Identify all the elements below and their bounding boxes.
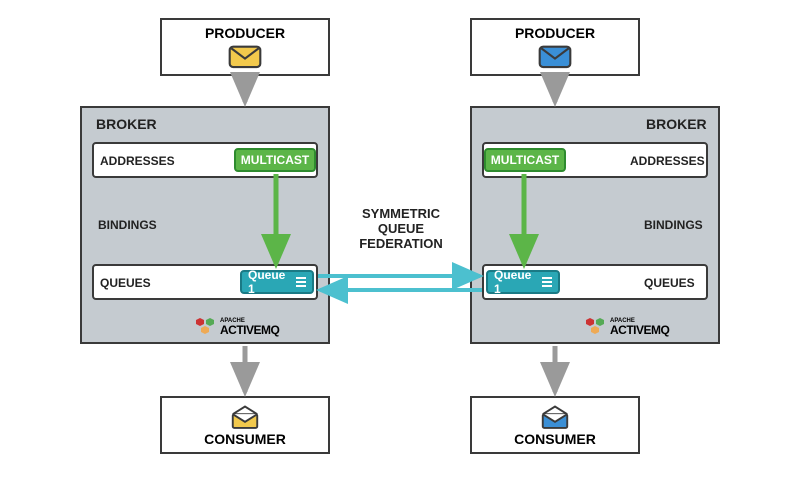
envelope-open-icon bbox=[538, 405, 572, 431]
activemq-logo-right: APACHE ACTIVEMQ bbox=[584, 316, 669, 338]
queue-lines-icon bbox=[296, 277, 306, 287]
queue-label-left: Queue 1 bbox=[248, 268, 292, 296]
multicast-label-left: MULTICAST bbox=[241, 153, 309, 167]
bindings-label-left: BINDINGS bbox=[98, 218, 157, 232]
consumer-box-right: CONSUMER bbox=[470, 396, 640, 454]
consumer-title-right: CONSUMER bbox=[514, 431, 596, 447]
queue-lines-icon bbox=[542, 277, 552, 287]
envelope-open-icon bbox=[228, 405, 262, 431]
queue-label-right: Queue 1 bbox=[494, 268, 538, 296]
consumer-title-left: CONSUMER bbox=[204, 431, 286, 447]
broker-title-left: BROKER bbox=[96, 116, 157, 132]
bindings-label-right: BINDINGS bbox=[644, 218, 703, 232]
logo-big-right: ACTIVEMQ bbox=[610, 324, 669, 336]
broker-title-right: BROKER bbox=[646, 116, 707, 132]
consumer-box-left: CONSUMER bbox=[160, 396, 330, 454]
logo-big-left: ACTIVEMQ bbox=[220, 324, 279, 336]
producer-title-left: PRODUCER bbox=[205, 25, 285, 41]
activemq-logo-left: APACHE ACTIVEMQ bbox=[194, 316, 279, 338]
federation-label: SYMMETRIC QUEUE FEDERATION bbox=[356, 206, 446, 251]
addresses-label-left: ADDRESSES bbox=[100, 154, 175, 168]
hex-icon bbox=[194, 316, 218, 338]
envelope-icon bbox=[228, 43, 262, 69]
hex-icon bbox=[584, 316, 608, 338]
producer-box-right: PRODUCER bbox=[470, 18, 640, 76]
center-line3: FEDERATION bbox=[356, 236, 446, 251]
producer-box-left: PRODUCER bbox=[160, 18, 330, 76]
center-line1: SYMMETRIC bbox=[356, 206, 446, 221]
multicast-badge-left: MULTICAST bbox=[234, 148, 316, 172]
multicast-label-right: MULTICAST bbox=[491, 153, 559, 167]
queues-label-left: QUEUES bbox=[100, 276, 151, 290]
producer-title-right: PRODUCER bbox=[515, 25, 595, 41]
center-line2: QUEUE bbox=[356, 221, 446, 236]
multicast-badge-right: MULTICAST bbox=[484, 148, 566, 172]
addresses-label-right: ADDRESSES bbox=[630, 154, 705, 168]
envelope-icon bbox=[538, 43, 572, 69]
queue-badge-right: Queue 1 bbox=[486, 270, 560, 294]
queues-label-right: QUEUES bbox=[644, 276, 695, 290]
queue-badge-left: Queue 1 bbox=[240, 270, 314, 294]
